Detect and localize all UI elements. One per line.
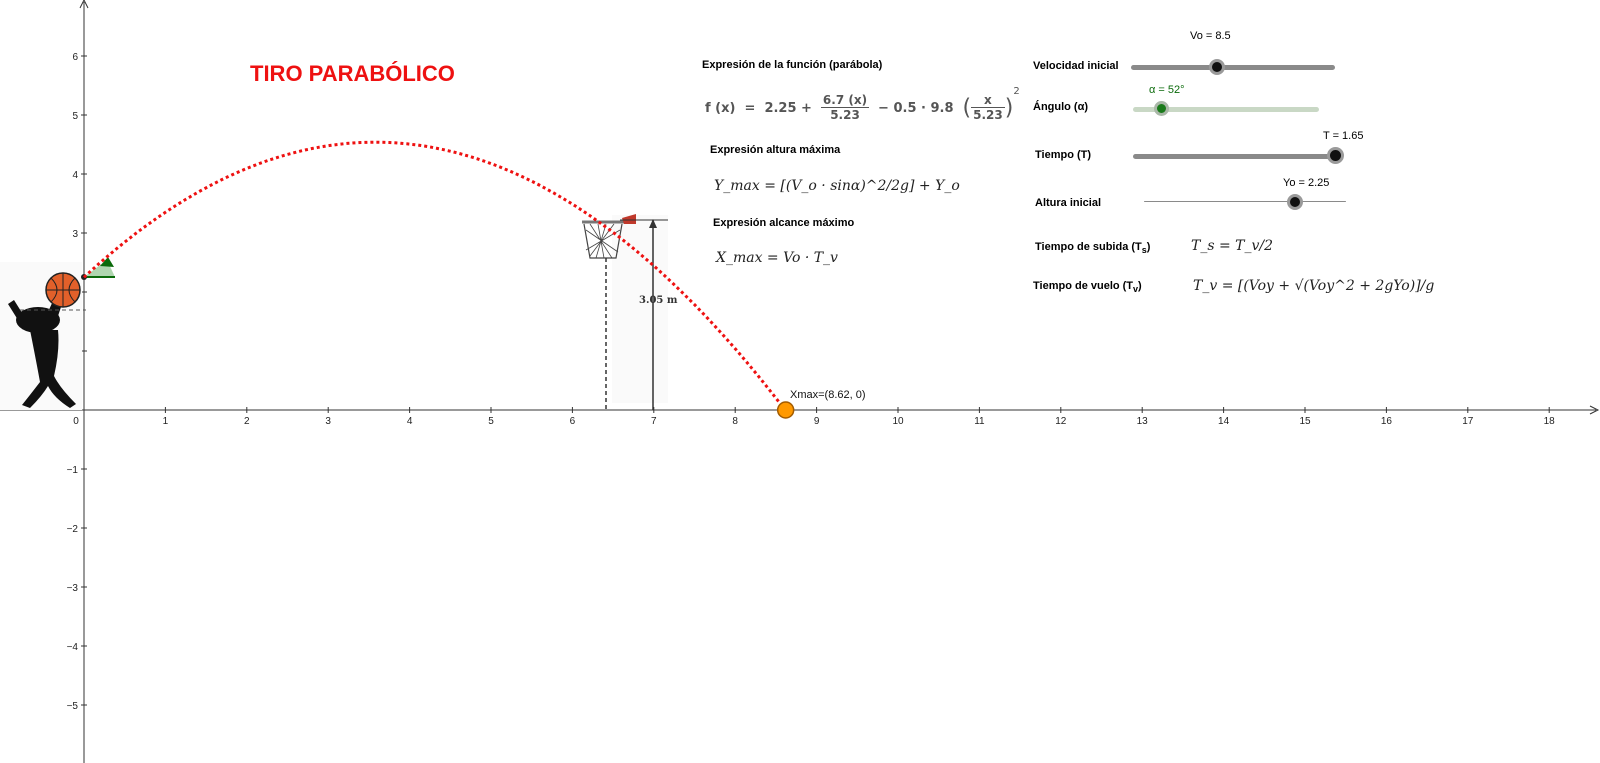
rise-time-formula-text: T_s = T_v/2 (1191, 238, 1274, 254)
ymax-expression-header: Expresión altura máxima (710, 144, 841, 156)
y-tick-label: −3 (67, 583, 79, 594)
angle-slider-handle[interactable] (1154, 101, 1169, 116)
x-tick-label: 16 (1381, 416, 1393, 427)
y-tick-label: −5 (67, 701, 79, 712)
flight-time-formula: T_v = [(Voy + √(Voy^2 + 2gYo)]/g (1193, 278, 1434, 294)
flight-time-label-sub: v (1133, 284, 1139, 295)
velocity-slider-track[interactable] (1131, 65, 1335, 70)
xmax-point-label: Xmax=(8.62, 0) (790, 389, 866, 401)
x-tick-label: 18 (1544, 416, 1556, 427)
angle-slider-caption: α = 52° (1149, 84, 1185, 96)
fraction-1-denominator: 5.23 (830, 108, 860, 123)
rise-time-label-end: ) (1146, 241, 1151, 253)
angle-slider-track[interactable] (1133, 107, 1319, 112)
rise-time-formula: T_s = T_v/2 (1191, 238, 1273, 254)
x-tick-label: 9 (814, 416, 820, 427)
function-expression-header: Expresión de la función (parábola) (702, 59, 883, 71)
x-tick-label: 4 (407, 416, 413, 427)
ymax-formula-text: Y_max = [(V_o · sinα)^2/2g] + Y_o (714, 178, 960, 194)
fraction-2-numerator: x (971, 93, 1005, 109)
fraction-2: x 5.23 (971, 93, 1005, 122)
function-prefix: f (x) = 2.25 + (705, 101, 817, 116)
y-tick-label: −1 (67, 465, 79, 476)
x-tick-label: 14 (1218, 416, 1230, 427)
trajectory-curve (82, 140, 787, 412)
y-tick-label: 3 (72, 229, 78, 240)
xmax-formula: X_max = Vo · T_v (716, 250, 838, 266)
x-tick-label: 10 (892, 416, 904, 427)
initial-height-slider-track[interactable] (1144, 201, 1346, 202)
y-tick-label: −2 (67, 524, 79, 535)
paren-open: ( (962, 95, 972, 121)
x-tick-label: 5 (488, 416, 494, 427)
fraction-2-denominator: 5.23 (973, 108, 1003, 123)
basketball-hoop (582, 214, 668, 410)
page-title: TIRO PARABÓLICO (250, 61, 455, 86)
x-tick-label: 0 (73, 416, 79, 427)
fraction-1-numerator: 6.7 (x) (820, 93, 870, 109)
rise-time-label: Tiempo de subida (Ts) (1035, 241, 1150, 255)
x-tick-label: 8 (732, 416, 738, 427)
angle-label: Ángulo (α) (1033, 101, 1089, 113)
xmax-point[interactable] (776, 401, 795, 419)
x-axis-arrow-icon (1589, 405, 1600, 415)
fraction-1: 6.7 (x) 5.23 (820, 93, 870, 123)
initial-height-label: Altura inicial (1035, 197, 1102, 209)
x-tick-label: 1 (163, 416, 169, 427)
velocity-slider-handle[interactable] (1209, 59, 1225, 75)
flight-time-label-main: Tiempo de vuelo (T (1033, 280, 1134, 292)
ymax-formula: Y_max = [(V_o · sinα)^2/2g] + Y_o (714, 178, 960, 194)
flight-time-formula-text: T_v = [(Voy + √(Voy^2 + 2gYo)]/g (1193, 278, 1435, 294)
rise-time-label-main: Tiempo de subida (T (1035, 241, 1142, 253)
time-slider-handle[interactable] (1327, 147, 1344, 164)
player-figure (0, 262, 86, 410)
y-tick-label: 5 (72, 111, 78, 122)
flight-time-label: Tiempo de vuelo (Tv) (1033, 280, 1142, 294)
hoop-height-label: 3.05 m (639, 295, 678, 306)
xmax-formula-text: X_max = Vo · T_v (716, 250, 838, 266)
xmax-expression-header: Expresión alcance máximo (713, 217, 855, 229)
rise-time-label-sub: s (1141, 245, 1147, 256)
x-tick-label: 15 (1299, 416, 1311, 427)
y-tick-label: 4 (72, 170, 78, 181)
y-axis-arrow-icon (79, 0, 89, 9)
x-tick-label: 6 (570, 416, 576, 427)
y-tick-label: 6 (72, 52, 78, 63)
paren-close: ) (1004, 95, 1014, 121)
x-tick-label: 13 (1137, 416, 1149, 427)
x-tick-label: 7 (651, 416, 657, 427)
x-tick-label: 12 (1055, 416, 1067, 427)
xmax-point-marker[interactable] (776, 401, 795, 419)
time-slider-track[interactable] (1133, 154, 1337, 159)
initial-height-slider-handle[interactable] (1287, 194, 1303, 210)
velocity-label: Velocidad inicial (1033, 60, 1119, 72)
time-slider-caption: T = 1.65 (1323, 130, 1364, 142)
time-label: Tiempo (T) (1035, 149, 1092, 161)
function-middle: − 0.5 · 9.8 (873, 101, 959, 116)
y-tick-label: −4 (67, 642, 79, 653)
function-exponent: 2 (1013, 86, 1020, 97)
x-tick-label: 17 (1462, 416, 1474, 427)
function-expression: f (x) = 2.25 + 6.7 (x) 5.23 − 0.5 · 9.8 … (705, 86, 1020, 122)
x-tick-label: 11 (974, 416, 985, 427)
initial-height-slider-caption: Yo = 2.25 (1283, 177, 1330, 189)
velocity-slider-caption: Vo = 8.5 (1190, 30, 1231, 42)
x-tick-label: 2 (244, 416, 250, 427)
x-tick-label: 3 (325, 416, 331, 427)
flight-time-label-end: ) (1138, 280, 1142, 292)
